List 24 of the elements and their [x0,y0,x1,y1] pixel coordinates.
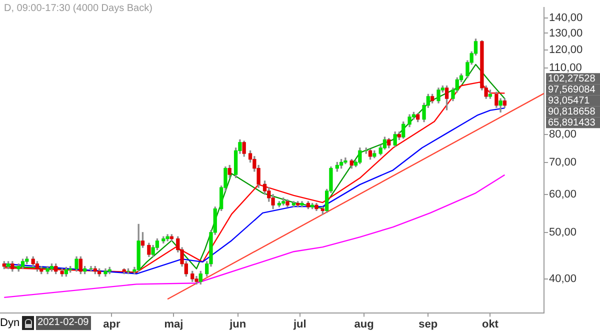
y-tick-label: 60,00 [549,188,577,200]
y-tick-label: 120,00 [549,44,583,56]
x-tick-label: jun [228,318,246,330]
y-tick-label: 130,00 [549,27,583,40]
x-tick-label: jul [292,318,306,330]
y-tick-label: 40,00 [549,272,577,285]
x-tick-label: maj [164,318,184,330]
y-tick-label: 70,00 [549,156,577,168]
y-tick-label: 140,00 [549,12,583,24]
text: 90,818658 [548,106,596,118]
x-tick-label: apr [103,318,121,330]
text: 93,05471 [548,95,590,106]
chart-title: D, 09:00-17:30 (4000 Days Back) [4,3,152,14]
y-tick-label: 80,00 [549,128,577,140]
x-tick-label: okt [482,318,499,330]
text: 65,891433 [548,117,596,128]
x-tick-label: sep [418,318,438,330]
text: 97,569084 [548,84,596,96]
x-tick-label: aug [354,318,374,330]
text: 2021-02-09 [36,316,91,330]
y-tick-label: 110,00 [549,62,582,74]
text: 102,27528 [548,73,596,84]
y-tick-label: 50,00 [549,226,577,238]
text: Dyn [0,317,20,329]
